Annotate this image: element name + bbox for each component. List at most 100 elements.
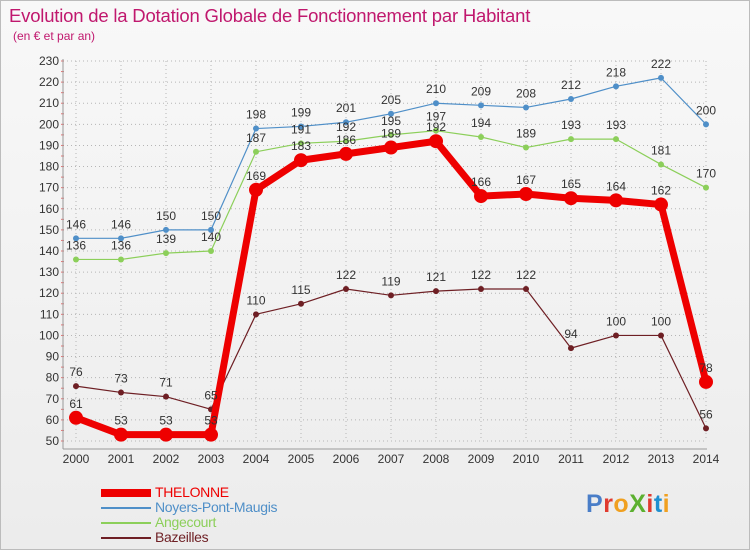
y-tick-label: 90 [46, 350, 60, 364]
data-point-bazeilles [478, 286, 484, 292]
data-label-bazeilles: 115 [291, 283, 310, 297]
y-tick-label: 190 [39, 138, 59, 152]
data-point-thelonne [429, 134, 443, 149]
x-tick-label: 2014 [693, 452, 720, 466]
data-point-angecourt [523, 144, 529, 151]
data-label-angecourt: 170 [696, 167, 716, 181]
data-point-bazeilles [118, 389, 124, 396]
data-point-bazeilles [568, 345, 574, 352]
data-label-bazeilles: 100 [651, 314, 671, 328]
x-tick-label: 2011 [558, 452, 584, 466]
x-tick-label: 2010 [513, 452, 540, 466]
y-tick-label: 70 [46, 392, 60, 406]
data-point-noyers-pont-maugis [478, 102, 484, 109]
chart-subtitle: (en € et par an) [13, 29, 96, 43]
data-label-bazeilles: 121 [426, 270, 446, 284]
x-tick-label: 2012 [603, 452, 630, 466]
data-label-noyers-pont-maugis: 209 [471, 84, 491, 98]
data-label-angecourt: 139 [156, 232, 176, 246]
x-tick-label: 2003 [198, 452, 225, 466]
data-point-angecourt [298, 140, 304, 147]
data-point-thelonne [474, 189, 488, 204]
data-label-angecourt: 197 [426, 110, 446, 124]
data-point-bazeilles [253, 311, 259, 318]
data-label-noyers-pont-maugis: 208 [516, 86, 536, 100]
y-tick-label: 140 [39, 244, 59, 258]
data-label-angecourt: 136 [111, 238, 131, 252]
y-tick-label: 170 [39, 181, 59, 195]
data-point-angecourt [163, 250, 169, 257]
data-point-noyers-pont-maugis [343, 119, 349, 126]
data-label-noyers-pont-maugis: 198 [246, 108, 266, 122]
data-point-noyers-pont-maugis [388, 110, 394, 117]
data-point-thelonne [204, 427, 218, 442]
data-label-thelonne: 53 [159, 414, 173, 428]
data-point-bazeilles [73, 383, 79, 390]
data-label-angecourt: 192 [336, 120, 356, 134]
chart-legend: THELONNE Noyers-Pont-Maugis Angecourt Bazei… [101, 484, 361, 545]
y-tick-label: 160 [39, 202, 59, 216]
data-label-noyers-pont-maugis: 205 [381, 93, 401, 107]
data-label-angecourt: 191 [291, 122, 311, 136]
data-point-angecourt [433, 127, 439, 134]
legend-swatch [101, 537, 151, 539]
legend-swatch [101, 507, 151, 509]
data-point-thelonne [294, 153, 308, 168]
data-point-noyers-pont-maugis [73, 235, 79, 242]
data-point-bazeilles [298, 300, 304, 307]
data-point-angecourt [208, 248, 214, 254]
data-label-bazeilles: 71 [159, 376, 173, 390]
data-label-noyers-pont-maugis: 222 [651, 57, 671, 71]
logo-letter: i [662, 490, 671, 518]
x-tick-label: 2002 [153, 452, 180, 466]
data-label-noyers-pont-maugis: 200 [696, 103, 716, 117]
data-label-thelonne: 53 [114, 414, 128, 428]
data-label-noyers-pont-maugis: 146 [111, 217, 131, 231]
legend-label: Noyers-Pont-Maugis [155, 499, 278, 515]
data-point-noyers-pont-maugis [298, 123, 304, 130]
data-point-thelonne [159, 427, 173, 442]
data-label-noyers-pont-maugis: 201 [336, 101, 356, 115]
data-point-thelonne [654, 197, 668, 212]
y-tick-label: 120 [39, 286, 59, 300]
y-tick-label: 220 [39, 75, 59, 89]
data-point-thelonne [69, 410, 83, 425]
data-label-noyers-pont-maugis: 212 [561, 78, 581, 92]
logo-letter: X [629, 490, 647, 518]
data-label-noyers-pont-maugis: 146 [66, 217, 86, 231]
x-tick-label: 2005 [288, 452, 315, 466]
data-label-thelonne: 78 [699, 361, 713, 375]
data-label-thelonne: 183 [291, 139, 311, 153]
legend-item: THELONNE [101, 484, 361, 500]
data-label-thelonne: 169 [246, 169, 266, 183]
y-tick-label: 110 [40, 307, 59, 321]
data-point-thelonne [339, 146, 353, 161]
logo-letter: t [653, 490, 663, 518]
x-tick-label: 2004 [243, 452, 270, 466]
x-tick-label: 2013 [648, 452, 675, 466]
data-point-angecourt [568, 136, 574, 143]
data-label-thelonne: 61 [69, 397, 83, 411]
data-point-noyers-pont-maugis [703, 121, 709, 128]
data-point-bazeilles [388, 292, 394, 299]
data-label-thelonne: 162 [651, 184, 671, 198]
logo-letter: i [646, 490, 654, 518]
logo-letter: o [613, 490, 630, 518]
data-point-angecourt [253, 148, 259, 155]
data-point-bazeilles [343, 286, 349, 292]
data-label-bazeilles: 94 [564, 327, 578, 341]
data-point-thelonne [384, 140, 398, 155]
data-point-bazeilles [163, 393, 169, 400]
data-label-noyers-pont-maugis: 150 [156, 209, 176, 223]
y-tick-label: 60 [46, 413, 60, 427]
x-tick-label: 2009 [468, 452, 495, 466]
data-point-angecourt [118, 256, 124, 263]
data-label-noyers-pont-maugis: 150 [201, 209, 221, 223]
data-label-bazeilles: 73 [114, 371, 128, 385]
data-label-angecourt: 187 [246, 131, 266, 145]
y-tick-label: 230 [39, 54, 59, 68]
data-point-angecourt [73, 256, 79, 263]
data-label-noyers-pont-maugis: 199 [291, 105, 311, 119]
x-tick-label: 2001 [108, 452, 135, 466]
